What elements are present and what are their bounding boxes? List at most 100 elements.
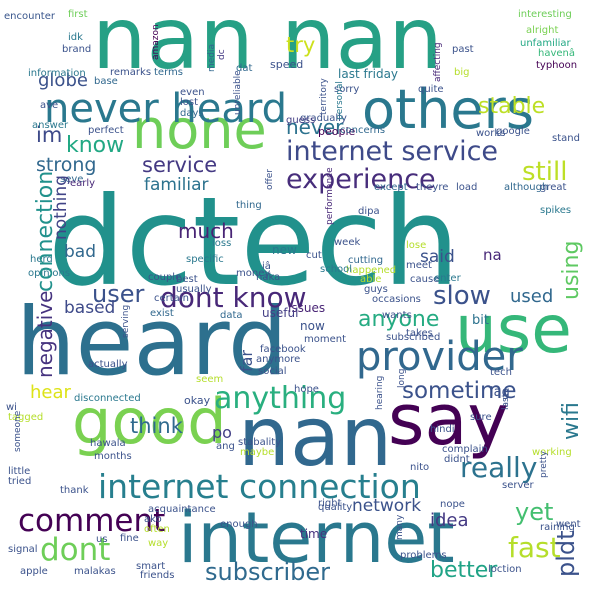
word: now [300,319,325,333]
word: raining [540,522,575,533]
word: hindi [430,424,455,435]
word: occasions [372,294,421,305]
word: familiar [144,175,209,195]
word: im [36,123,62,147]
word: perfect [88,125,124,136]
word: know [66,133,124,158]
word: connection [33,171,58,292]
word: pretty [539,450,549,478]
word: ako [144,514,162,525]
word: user [92,280,144,308]
word: gradually [300,113,347,124]
word: offer [265,169,275,190]
word: able [360,274,381,285]
word: takes [406,328,433,339]
word: loss [212,238,231,249]
word: little [8,466,30,477]
word: hear [30,382,72,403]
word: best [176,274,198,285]
word: anymore [256,354,300,365]
word: thank [60,485,89,496]
word: internet connection [98,467,421,506]
word: days [180,108,204,119]
word: dont [40,532,110,568]
word: others [362,78,534,141]
word: long [397,369,407,388]
word: thing [236,200,262,211]
word: dc [217,49,227,60]
word: data [220,310,243,321]
word: dipa [358,206,380,217]
word: slow [433,281,491,311]
word: moment [304,334,346,345]
word: google [496,126,530,137]
word: herd [30,254,53,265]
word: affecting [433,42,443,82]
word: good [72,385,227,458]
word: often [144,524,170,535]
word: dat [236,63,252,74]
word: nan [238,390,392,485]
word: better [430,558,498,583]
word: quite [418,84,444,95]
word: useful [262,306,298,320]
word: brand [62,44,91,55]
word: works [476,128,505,139]
word: nan nan [92,0,443,89]
word: went [556,519,581,530]
word: okay [184,394,211,407]
word: information [28,68,86,79]
word: service [142,153,217,177]
word: cut [306,250,322,261]
word: still [522,157,567,187]
word: us [96,534,108,545]
word: sometime [402,378,517,404]
word: lost [180,97,198,108]
word: interesting [518,9,572,20]
word: idk [68,32,83,43]
word: yet [515,498,553,526]
word: couple [148,272,181,283]
word: acquaintance [148,504,216,515]
word: typhoon [536,60,577,71]
word: amazon [151,24,161,60]
word: stabality [238,437,281,448]
word: na [483,246,502,264]
word: tagged [8,412,43,423]
word: internet service [286,136,498,167]
word: encounter [4,11,56,22]
word: new [272,243,297,257]
word: happened [346,265,396,276]
word: bad [64,242,96,262]
word: wifi [559,402,584,440]
word: unfamiliar [520,38,572,49]
word: first [68,9,88,20]
word: answer [32,120,69,131]
word: sorry [334,84,359,95]
word: guys [364,284,388,295]
word: tried [8,476,31,487]
word: remarks [110,67,151,78]
word: network [352,496,421,516]
word: working [532,447,572,458]
word: serving [121,305,131,338]
word: nito [410,462,429,473]
word: disconnected [74,393,141,404]
word: dctech [48,171,460,313]
word: ave [40,100,58,111]
word: hawala [90,438,126,449]
word: enter [434,273,462,284]
word: wants [382,310,412,321]
word: naka [256,272,280,283]
word: malakas [74,566,116,577]
word: load [456,182,477,193]
word: week [334,237,360,248]
word: idea [430,510,469,531]
word: try [286,33,315,57]
word: cutting [348,255,383,266]
word: specific [186,254,224,265]
word: concerns [340,125,385,136]
word: last [501,393,511,410]
word: quality [318,502,352,513]
